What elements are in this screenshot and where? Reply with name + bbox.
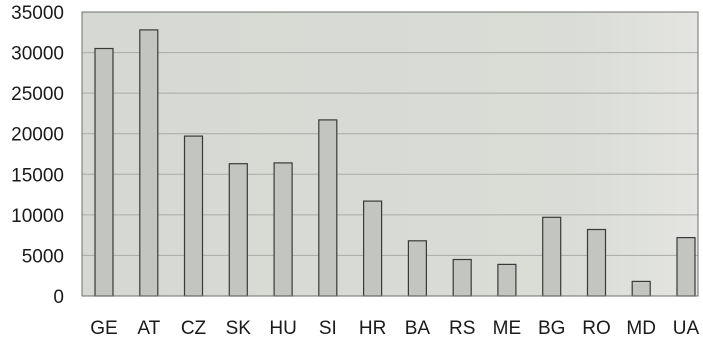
bar-hr xyxy=(363,200,383,297)
x-category-label: RS xyxy=(449,318,475,339)
y-tick-label: 0 xyxy=(53,287,64,308)
y-tick-label: 30000 xyxy=(11,44,64,65)
x-category-label: RO xyxy=(582,318,611,339)
y-tick-label: 15000 xyxy=(11,165,64,186)
y-tick-label: 20000 xyxy=(11,125,64,146)
x-category-label: HU xyxy=(269,318,296,339)
bar-md xyxy=(631,280,651,297)
x-axis-labels: GE AT CZ SK HU SI HR BA RS ME BG RO MD UA xyxy=(90,318,699,339)
x-category-label: UA xyxy=(673,318,700,339)
bar-at xyxy=(139,29,159,297)
bars xyxy=(94,29,696,297)
bar-bg xyxy=(542,216,562,297)
x-category-label: HR xyxy=(359,318,386,339)
y-tick-label: 35000 xyxy=(11,3,64,24)
bar-me xyxy=(497,263,517,297)
bar-ua xyxy=(676,237,696,297)
y-tick-label: 25000 xyxy=(11,84,64,105)
bar-sk xyxy=(228,163,248,297)
x-category-label: BG xyxy=(538,318,565,339)
x-category-label: SK xyxy=(226,318,252,339)
y-axis-ticks: 0 5000 10000 15000 20000 25000 30000 35000 xyxy=(11,3,64,308)
bar-cz xyxy=(183,135,204,297)
x-category-label: GE xyxy=(90,318,117,339)
x-category-label: SI xyxy=(319,318,337,339)
y-tick-label: 10000 xyxy=(11,206,64,227)
plot-frame xyxy=(81,11,699,297)
bar-rs xyxy=(452,258,472,297)
y-tick-label: 5000 xyxy=(22,246,64,267)
bar-ba xyxy=(407,240,427,297)
bar-si xyxy=(318,119,338,297)
x-category-label: MD xyxy=(626,318,656,339)
bar-ge xyxy=(94,47,114,297)
bar-ro xyxy=(586,228,607,297)
x-category-label: CZ xyxy=(181,318,207,339)
x-category-label: AT xyxy=(137,318,160,339)
x-category-label: ME xyxy=(493,318,522,339)
x-category-label: BA xyxy=(405,318,431,339)
bar-hu xyxy=(273,162,293,297)
